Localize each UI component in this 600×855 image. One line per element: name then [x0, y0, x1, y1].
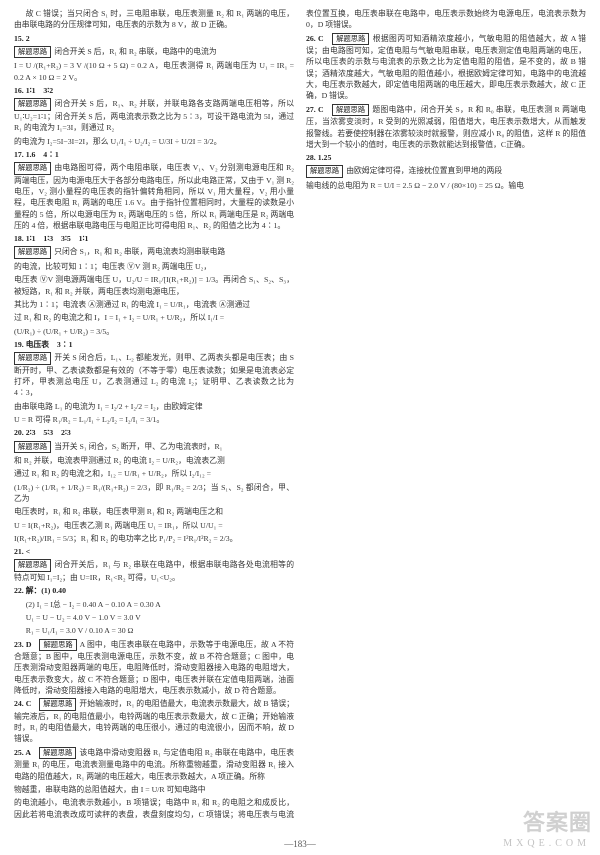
q18-text-e: 过 R₁ 和 R₂ 的电流之和 I，I = I₁ + I₂ = U/R₁ + U…	[14, 312, 294, 323]
q18-text-d: 其比为 1∶1；电流表 Ⓐ测通过 R₁ 的电流 I₁ = U/R₁，电流表 Ⓐ测…	[14, 299, 294, 310]
q22-number: 22. 解：(1) 0.40	[14, 586, 66, 595]
q19-text-a: 开关 S 闭合后，L₁、L₂ 都能发光，则甲、乙两表头都是电压表；由 S 断开时…	[14, 353, 294, 397]
q25-number: 25. A	[14, 748, 31, 757]
q18-text-c: 电压表 ⓋV 测电源两端电压 U，U₂/U = IR₁/[I(R₁+R₂)] =…	[14, 274, 294, 297]
page-number: —183—	[0, 839, 600, 849]
solution-label: 解题思路	[14, 98, 51, 111]
q24-number: 24. C	[14, 699, 31, 708]
solution-label: 解题思路	[14, 441, 51, 454]
q28-text-b: 输电线的总电阻为 R = U/I = 2.5 Ω − 2.0 V / (80×1…	[306, 180, 586, 191]
text-columns: 故 C 错误；当只闭合 S₁ 时，三电阻串联，电压表测量 R₂ 和 R₁ 两端的…	[14, 8, 586, 828]
q16-text-a: 闭合开关 S 后，R₁、R₂ 并联，并联电路各支路两端电压相等，所以 U₁∶U₂…	[14, 99, 294, 132]
q16-text-b: 的电流为 I₂=5I−3I=2I，那么 U₁/I₁ ÷ U₂/I₂ = U/3I…	[14, 136, 294, 147]
q22-text-a: (2) I₁ = I总 − I₂ = 0.40 A − 0.10 A = 0.3…	[14, 599, 294, 610]
q18-number: 18. 1∶1 1∶3 3∶5 1∶1	[14, 234, 88, 243]
q25-text-b: 物越重，串联电路的总阻值越大，由 I = U/R 可知电路中	[14, 784, 294, 795]
q20-text-d: (1/R₂) ÷ (1/R₁ + 1/R₂) = R₁/(R₁+R₂) = 2/…	[14, 482, 294, 505]
solution-label: 解题思路	[332, 33, 369, 46]
solution-label: 解题思路	[14, 352, 51, 365]
q15-text-a: 闭合开关 S 后，R₁ 和 R₂ 串联，电路中的电流为	[54, 47, 216, 56]
q20-text-f: U = I(R₁+R₂)，电压表乙测 R₁ 两端电压 U₁ = IR₁，所以 U…	[14, 520, 294, 531]
q21-text-a: 闭合开关后，R₁ 与 R₂ 串联在电路中，根据串联电路各处电流相等的特点可知 I…	[14, 560, 294, 582]
solution-label: 解题思路	[39, 639, 76, 652]
q16-number: 16. 1∶1 3∶2	[14, 86, 53, 95]
solution-label: 解题思路	[332, 104, 369, 117]
q19-text-c: U = R 可得 R₁/R₂ = L₁/I₁ ÷ L₂/I₂ = I₂/I₁ =…	[14, 414, 294, 425]
continuation-text: 故 C 错误；当只闭合 S₁ 时，三电阻串联，电压表测量 R₂ 和 R₁ 两端的…	[14, 8, 294, 31]
q21-number: 21. <	[14, 547, 30, 556]
q15-text-b: I = U /(R₁+R₂) = 3 V /(10 Ω + 5 Ω) = 0.2…	[14, 60, 294, 83]
q19-text-b: 由串联电路 L₁ 的电流为 I₁ = I₂/2 + I₂/2 = I₂，由欧姆定…	[14, 401, 294, 412]
q26-number: 26. C	[306, 34, 324, 43]
solution-label: 解题思路	[14, 246, 51, 259]
q18-text-a: 只闭合 S₁，R₁ 和 R₂ 串联，两电流表均测串联电路	[54, 247, 225, 256]
q18-text-b: 的电流，比较可知 1∶1；电压表 ⓋV 测 R₂ 两端电压 U₂，	[14, 261, 294, 272]
q20-text-e: 电压表时，R₁ 和 R₂ 串联，电压表甲测 R₁ 和 R₂ 两端电压之和	[14, 506, 294, 517]
q19-number: 19. 电压表 3∶1	[14, 340, 72, 349]
q20-text-c: 通过 R₁ 和 R₂ 的电流之和，I₁₂ = U/R₁ + U/R₂，所以 I₂…	[14, 468, 294, 479]
q20-text-a: 当开关 S₁ 闭合，S₂ 断开，甲、乙为电流表时，R₁	[54, 442, 222, 451]
q17-text-a: 由电路图可得，两个电阻串联，电压表 V₁、V₂ 分别测电源电压和 R₂ 两端电压…	[14, 163, 294, 230]
solution-label: 解题思路	[39, 747, 76, 760]
q20-text-g: I(R₁+R₂)/IR₁ = 5/3；R₁ 和 R₂ 的电功率之比 P₁/P₂ …	[14, 533, 294, 544]
q23-number: 23. D	[14, 640, 31, 649]
q20-text-b: 和 R₂ 并联，电流表甲测通过 R₂ 的电流 I₂ = U/R₂，电流表乙测	[14, 455, 294, 466]
solution-label: 解题思路	[14, 162, 51, 175]
q27-number: 27. C	[306, 105, 324, 114]
solution-label: 解题思路	[14, 46, 51, 59]
solution-label: 解题思路	[306, 165, 343, 178]
q17-number: 17. 1.6 4∶1	[14, 150, 59, 159]
q22-text-c: R₁ = U₁/I₁ = 3.0 V / 0.10 A = 30 Ω	[14, 625, 294, 636]
solution-label: 解题思路	[14, 559, 51, 572]
page: 故 C 错误；当只闭合 S₁ 时，三电阻串联，电压表测量 R₂ 和 R₁ 两端的…	[0, 0, 600, 855]
q22-text-b: U₁ = U − U₂ = 4.0 V − 1.0 V = 3.0 V	[14, 612, 294, 623]
q28-number: 28. 1.25	[306, 153, 331, 162]
q18-text-f: (U/R₁) ÷ (U/R₁ + U/R₂) = 3/5。	[14, 326, 294, 337]
q15-number: 15. 2	[14, 34, 30, 43]
q28-text-a: 由欧姆定律可得，连接枕位置直到甲地的两段	[346, 166, 502, 175]
solution-label: 解题思路	[39, 698, 76, 711]
q20-number: 20. 2∶3 5∶3 2∶3	[14, 428, 71, 437]
